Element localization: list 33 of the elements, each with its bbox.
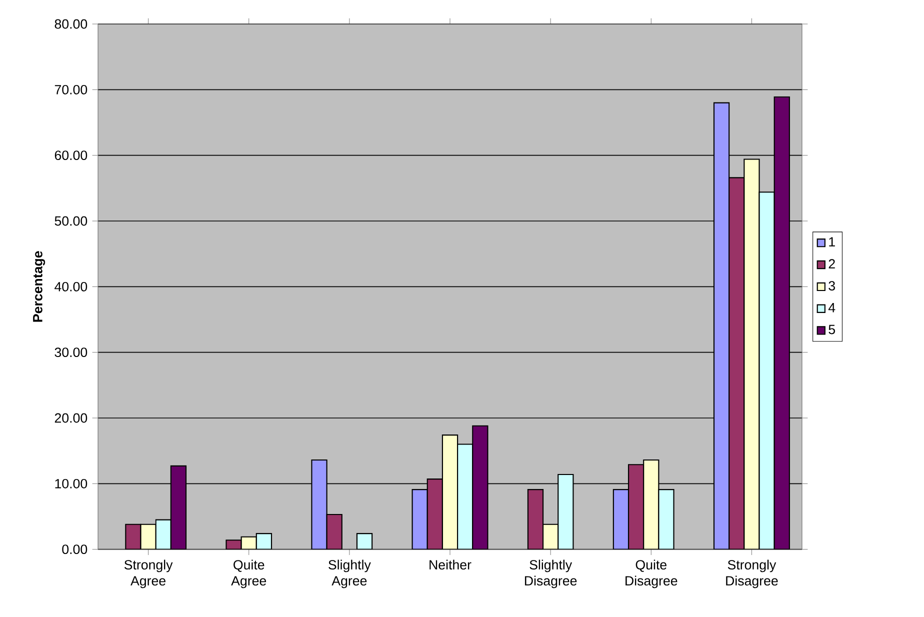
y-tick-label: 10.00 <box>55 478 88 488</box>
bar <box>612 488 630 550</box>
x-tick-label: Slightly Disagree <box>524 560 577 588</box>
bar <box>356 532 373 550</box>
x-tick-label: Slightly Agree <box>328 560 371 588</box>
x-tick-label: Quite Disagree <box>626 560 678 588</box>
x-tick-label: Strongly Agree <box>124 560 173 588</box>
bar <box>412 488 428 550</box>
bar <box>442 434 458 550</box>
y-tick-label: 20.00 <box>54 413 88 423</box>
bar <box>311 459 328 550</box>
legend-label: 5 <box>828 324 835 334</box>
y-tick-label: 70.00 <box>54 84 88 94</box>
legend-label: 3 <box>828 280 835 290</box>
y-tick-label: 80.00 <box>54 19 88 29</box>
bar <box>744 158 760 550</box>
x-tick-label: Quite Agree <box>231 560 266 588</box>
legend-label: 2 <box>828 258 835 268</box>
y-tick-label: 50.00 <box>54 216 88 226</box>
x-tick-label: Strongly Disagree <box>726 560 778 588</box>
y-axis-title: Percentage <box>33 251 46 322</box>
bar <box>643 459 660 550</box>
legend-label: 4 <box>828 302 836 312</box>
y-tick-label: 40.00 <box>54 282 88 292</box>
bar <box>774 96 790 550</box>
y-tick-label: 30.00 <box>54 347 88 357</box>
bar <box>170 465 187 550</box>
bar <box>472 425 488 550</box>
y-tick-label: 0.00 <box>62 544 88 554</box>
legend-label: 1 <box>829 237 835 246</box>
y-tick-label: 60.00 <box>54 150 88 160</box>
bar <box>713 102 730 550</box>
x-tick-label: Neither <box>430 560 472 570</box>
